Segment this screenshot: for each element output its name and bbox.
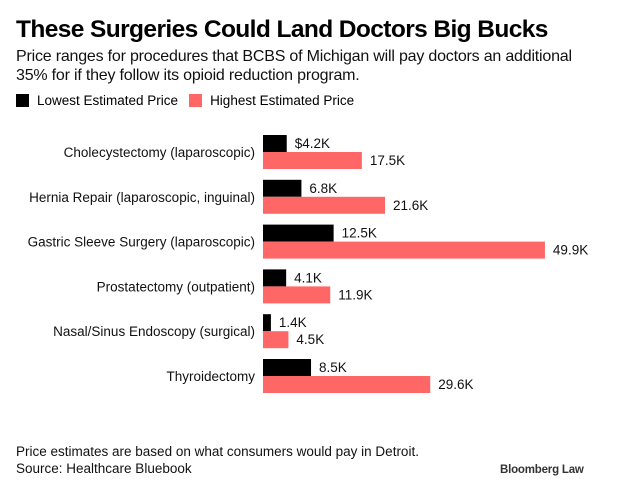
bar-lowest-price — [263, 359, 312, 376]
footnote-note: Price estimates are based on what consum… — [16, 444, 419, 459]
category-label: Cholecystectomy (laparoscopic) — [64, 145, 255, 160]
data-label-lowest: 8.5K — [319, 360, 347, 375]
category-label: Prostatectomy (outpatient) — [97, 279, 255, 294]
legend-swatch-low — [16, 94, 29, 107]
bar-lowest-price — [263, 135, 287, 152]
legend-swatch-high — [189, 94, 203, 107]
footnote-source: Source: Healthcare Bluebook — [16, 461, 192, 476]
legend: Lowest Estimated Price Highest Estimated… — [16, 93, 365, 108]
legend-label-high: Highest Estimated Price — [210, 93, 355, 108]
bar-highest-price — [263, 152, 362, 169]
data-label-highest: 4.5K — [296, 332, 324, 347]
bar-highest-price — [263, 286, 331, 304]
brand-logo: Bloomberg Law — [500, 464, 584, 476]
data-label-highest: 49.9K — [553, 243, 588, 258]
data-label-highest: 21.6K — [393, 198, 428, 213]
data-label-highest: 11.9K — [338, 287, 372, 302]
legend-label-low: Lowest Estimated Price — [37, 93, 179, 108]
category-label: Nasal/Sinus Endoscopy (surgical) — [53, 324, 255, 339]
bar-highest-price — [263, 376, 431, 393]
data-label-lowest: 12.5K — [342, 226, 377, 241]
bar-lowest-price — [263, 314, 271, 332]
bar-lowest-price — [263, 179, 302, 197]
data-label-lowest: 4.1K — [294, 270, 322, 285]
data-label-lowest: 6.8K — [309, 181, 337, 196]
bar-lowest-price — [263, 269, 287, 287]
chart-title: These Surgeries Could Land Doctors Big B… — [16, 16, 548, 43]
legend-item-high: Highest Estimated Price — [189, 93, 354, 108]
footnote: Price estimates are based on what consum… — [16, 443, 419, 477]
legend-item-low: Lowest Estimated Price — [16, 93, 178, 108]
bar-highest-price — [263, 241, 545, 259]
data-label-lowest: $4.2K — [295, 136, 330, 151]
bar-lowest-price — [263, 224, 334, 242]
bar-highest-price — [263, 331, 289, 349]
data-label-lowest: 1.4K — [279, 315, 307, 330]
category-label: Thyroidectomy — [166, 369, 255, 384]
category-label: Hernia Repair (laparoscopic, inguinal) — [29, 190, 255, 205]
data-label-highest: 29.6K — [438, 377, 473, 392]
bar-highest-price — [263, 196, 386, 214]
category-label: Gastric Sleeve Surgery (laparoscopic) — [28, 235, 255, 250]
chart-subtitle: Price ranges for procedures that BCBS of… — [16, 48, 572, 84]
data-label-highest: 17.5K — [370, 153, 405, 168]
